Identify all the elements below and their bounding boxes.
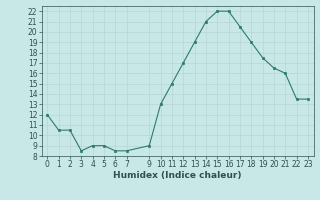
X-axis label: Humidex (Indice chaleur): Humidex (Indice chaleur) (113, 171, 242, 180)
